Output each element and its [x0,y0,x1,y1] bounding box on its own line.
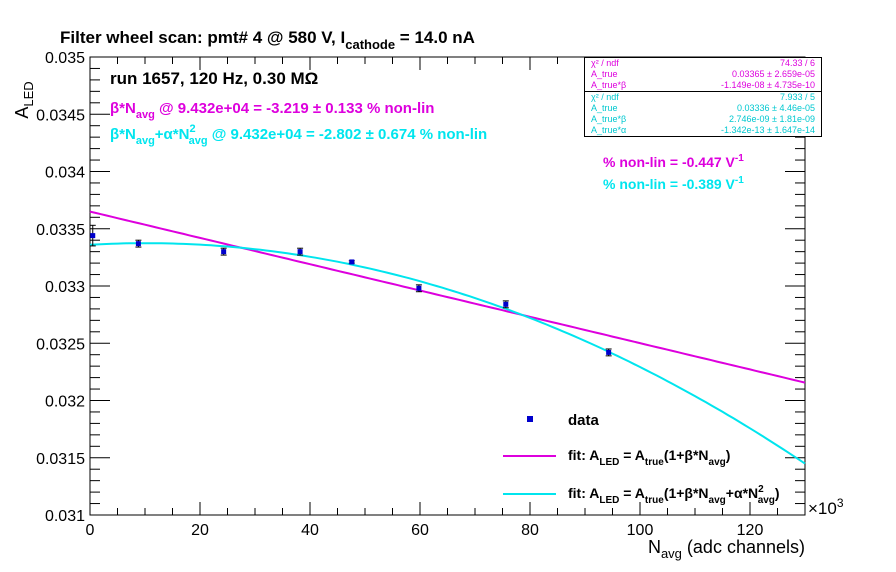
data-point [606,349,612,355]
stats-value: 7.933 / 5 [779,92,815,102]
chart-title: Filter wheel scan: pmt# 4 @ 580 V, Icath… [60,28,475,52]
data-point [90,233,96,239]
y-tick-label: 0.0335 [36,222,85,239]
stats-row: χ² / ndf 7.933 / 5 [585,92,821,103]
data-point [221,249,227,255]
stats-row: A_true*β -1.149e-08 ± 4.735e-10 [585,80,821,91]
data-point [416,285,422,291]
y-tick-label: 0.032 [45,394,85,411]
x-tick-label: 120 [737,522,764,539]
y-tick-label: 0.033 [45,279,85,296]
stats-value: 74.33 / 6 [779,58,815,68]
stats-value: 2.746e-09 ± 1.81e-09 [728,114,815,124]
x-tick-label: 20 [191,522,209,539]
pct-nonlin-linear: % non-lin = -0.447 V-1 [603,153,744,170]
y-tick-label: 0.034 [45,165,85,182]
x-tick-label: 40 [301,522,319,539]
stats-row: A_true*β 2.746e-09 ± 1.81e-09 [585,114,821,125]
stats-label: χ² / ndf [591,58,619,68]
x-axis-label: Navg (adc channels) [648,537,805,561]
stats-label: A_true*α [591,125,627,135]
y-tick-label: 0.031 [45,508,85,525]
stats-value: -1.342e-13 ± 1.647e-14 [720,125,815,135]
y-tick-label: 0.0325 [36,336,85,353]
data-point [135,241,141,247]
stats-row: A_true 0.03365 ± 2.659e-05 [585,69,821,80]
stats-value: -1.149e-08 ± 4.735e-10 [720,80,815,90]
data-point [297,249,303,255]
legend-fit2-label: fit: ALED = Atrue(1+β*Navg+α*N2 avg) [568,484,780,506]
nonlin-quad-annotation: β*Navg+α*N2 avg @ 9.432e+04 = -2.802 ± 0.… [110,123,487,147]
stats-row: A_true*α -1.342e-13 ± 1.647e-14 [585,125,821,136]
y-tick-label: 0.0345 [36,107,85,124]
legend-data-label: data [568,412,600,429]
fit-stats-box-quadratic: χ² / ndf 7.933 / 5 A_true 0.03336 ± 4.46e-0… [584,91,822,137]
stats-value: 0.03365 ± 2.659e-05 [731,69,815,79]
stats-label: χ² / ndf [591,92,619,102]
x-tick-labels: 0 20 40 60 80 100 120 [86,522,764,539]
legend-fit1-label: fit: ALED = Atrue(1+β*Navg) [568,447,730,468]
stats-label: A_true*β [591,80,627,90]
stats-row: A_true 0.03336 ± 4.46e-05 [585,103,821,114]
fit-line-linear [89,210,806,384]
fit-line-quadratic [89,242,806,465]
nonlin-beta-annotation: β*Navg @ 9.432e+04 = -3.219 ± 0.133 % no… [110,100,434,121]
data-point [349,259,355,265]
fit-stats-box-linear: χ² / ndf 74.33 / 6 A_true 0.03365 ± 2.659e-… [584,57,822,92]
y-tick-labels: 0.031 0.0315 0.032 0.0325 0.033 0.0335 0.034 0.… [36,50,85,525]
stats-label: A_true*β [591,114,627,124]
y-tick-label: 0.035 [45,50,85,67]
x-tick-label: 0 [86,522,95,539]
x-axis-multiplier: ×103 [808,496,844,518]
x-tick-label: 60 [411,522,429,539]
legend-data-marker [527,416,533,422]
legend: data fit: ALED = Atrue(1+β*Navg) fit: AL… [503,412,780,506]
pct-nonlin-quad: % non-lin = -0.389 V-1 [603,175,744,192]
stats-label: A_true [591,103,618,113]
x-tick-label: 100 [627,522,654,539]
x-tick-label: 80 [521,522,539,539]
data-point [503,301,509,307]
y-tick-label: 0.0315 [36,451,85,468]
y-axis-label: ALED [12,81,36,118]
stats-value: 0.03336 ± 4.46e-05 [736,103,815,113]
run-info: run 1657, 120 Hz, 0.30 MΩ [110,69,318,88]
data-points [89,224,612,357]
stats-row: χ² / ndf 74.33 / 6 [585,58,821,69]
stats-label: A_true [591,69,618,79]
